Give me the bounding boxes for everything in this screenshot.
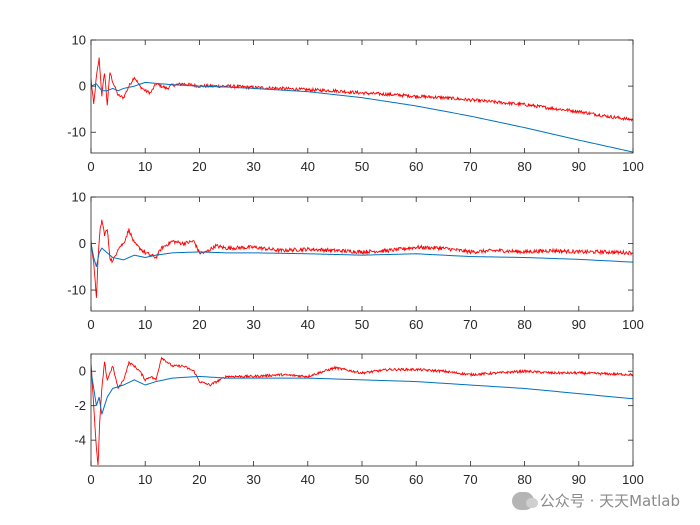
subplot-1: 0 10 20 30 40 50 60 70 80 90 100 -10 0 10 — [67, 33, 644, 175]
x-tick-label: 60 — [409, 159, 423, 174]
x-tick-label: 70 — [463, 159, 477, 174]
subplot-3: 0 10 20 30 40 50 60 70 80 90 100 -4 -2 0 — [74, 353, 644, 487]
x-tick-label: 20 — [192, 159, 206, 174]
x-tick-label: 0 — [87, 317, 94, 332]
x-tick-label: 40 — [301, 472, 315, 487]
x-tick-label: 10 — [138, 317, 152, 332]
x-tick-label: 100 — [622, 472, 644, 487]
x-tick-label: 100 — [622, 159, 644, 174]
y-tick-label: 0 — [79, 79, 86, 94]
x-tick-label: 50 — [355, 159, 369, 174]
y-tick-label: 10 — [72, 190, 86, 205]
x-tick-label: 80 — [517, 317, 531, 332]
y-tick-label: 0 — [79, 236, 86, 251]
x-tick-label: 80 — [517, 472, 531, 487]
series-line-2 — [91, 81, 633, 153]
wechat-icon — [511, 491, 538, 510]
x-tick-label: 20 — [192, 317, 206, 332]
x-tick-label: 50 — [355, 317, 369, 332]
x-tick-label: 40 — [301, 317, 315, 332]
x-tick-label: 90 — [572, 472, 586, 487]
y-tick-label: -2 — [74, 398, 86, 413]
series-line-2 — [91, 371, 633, 415]
x-tick-label: 10 — [138, 159, 152, 174]
x-tick-label: 20 — [192, 472, 206, 487]
y-tick-label: -4 — [74, 433, 86, 448]
series-line-1 — [91, 219, 633, 298]
y-tick-label: -10 — [67, 283, 86, 298]
y-tick-label: -10 — [67, 125, 86, 140]
x-tick-label: 0 — [87, 472, 94, 487]
x-tick-label: 60 — [409, 317, 423, 332]
series-line-1 — [91, 57, 633, 122]
watermark: 公众号 · 天天Matlab — [511, 490, 680, 511]
series-line-2 — [91, 243, 633, 267]
x-tick-label: 30 — [246, 159, 260, 174]
x-tick-label: 90 — [572, 317, 586, 332]
x-tick-label: 50 — [355, 472, 369, 487]
x-tick-label: 90 — [572, 159, 586, 174]
x-tick-label: 100 — [622, 317, 644, 332]
x-tick-label: 30 — [246, 317, 260, 332]
x-tick-label: 80 — [517, 159, 531, 174]
x-tick-label: 40 — [301, 159, 315, 174]
y-tick-label: 0 — [79, 364, 86, 379]
watermark-text: 公众号 · 天天Matlab — [539, 492, 680, 510]
x-tick-label: 10 — [138, 472, 152, 487]
subplot-2: 0 10 20 30 40 50 60 70 80 90 100 -10 0 10 — [67, 190, 644, 333]
x-tick-label: 70 — [463, 317, 477, 332]
x-tick-label: 0 — [87, 159, 94, 174]
x-tick-label: 70 — [463, 472, 477, 487]
series-line-1 — [91, 356, 633, 466]
y-tick-label: 10 — [72, 33, 86, 48]
x-tick-label: 30 — [246, 472, 260, 487]
x-tick-label: 60 — [409, 472, 423, 487]
